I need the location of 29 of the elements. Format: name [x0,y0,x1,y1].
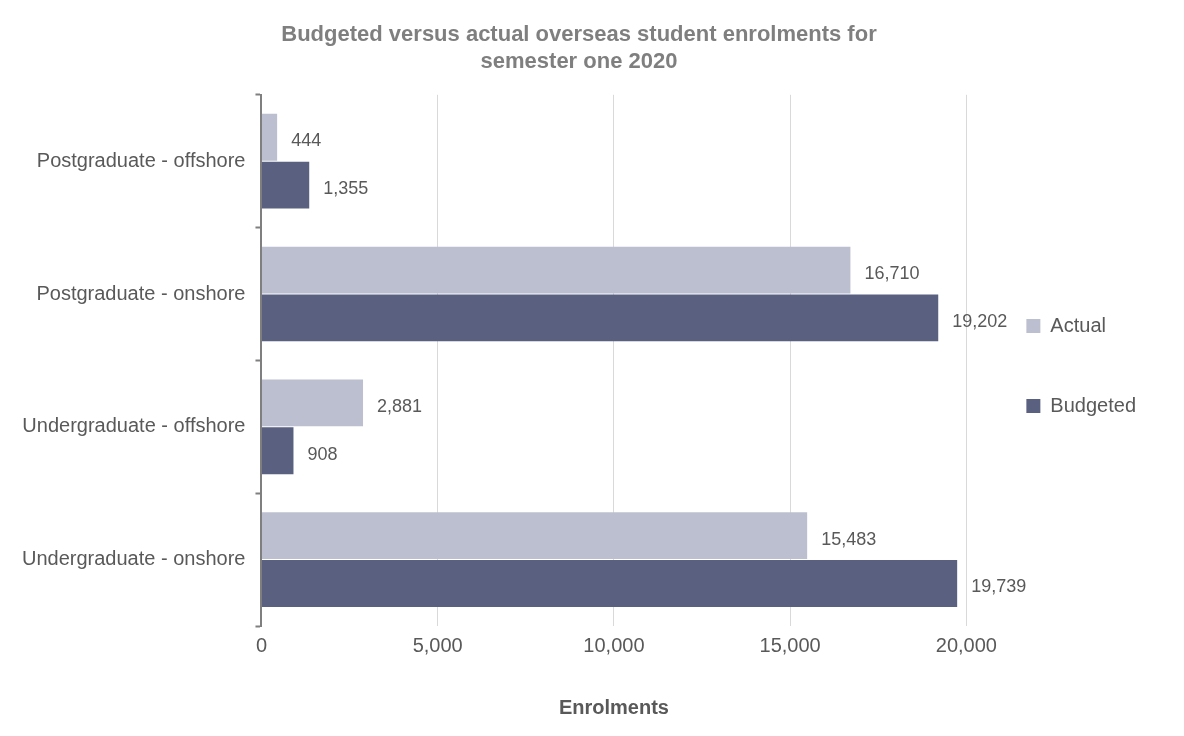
bar [261,427,294,475]
y-tick-label: Undergraduate - onshore [21,547,246,570]
x-tick-label: 15,000 [759,633,821,656]
bar [261,113,278,161]
bar [261,512,808,560]
y-tick-label: Postgraduate - offshore [36,148,246,171]
bar [261,161,310,209]
x-tick-label: 0 [255,633,268,656]
data-label: 16,710 [864,263,920,284]
x-tick-label: 20,000 [935,633,997,656]
x-axis-title: Enrolments [558,695,669,718]
data-label: 444 [291,130,322,151]
y-tick-label: Undergraduate - offshore [22,414,246,437]
data-label: 908 [307,443,338,464]
data-label: 1,355 [323,178,369,199]
data-label: 19,739 [971,576,1027,597]
bar [261,246,851,294]
data-label: 15,483 [821,528,877,549]
data-label: 19,202 [952,310,1008,331]
x-tick-label: 10,000 [583,633,645,656]
x-tick-label: 5,000 [412,633,463,656]
bar [261,294,939,342]
bar [261,560,958,607]
legend-label: Actual [1050,313,1106,336]
y-tick-label: Postgraduate - onshore [36,281,246,304]
data-label: 2,881 [377,395,423,416]
chart-title: Budgeted versus actual overseas student enrolments for semester one 2020 [281,21,878,73]
legend-label: Budgeted [1050,393,1137,416]
bar [261,379,364,427]
